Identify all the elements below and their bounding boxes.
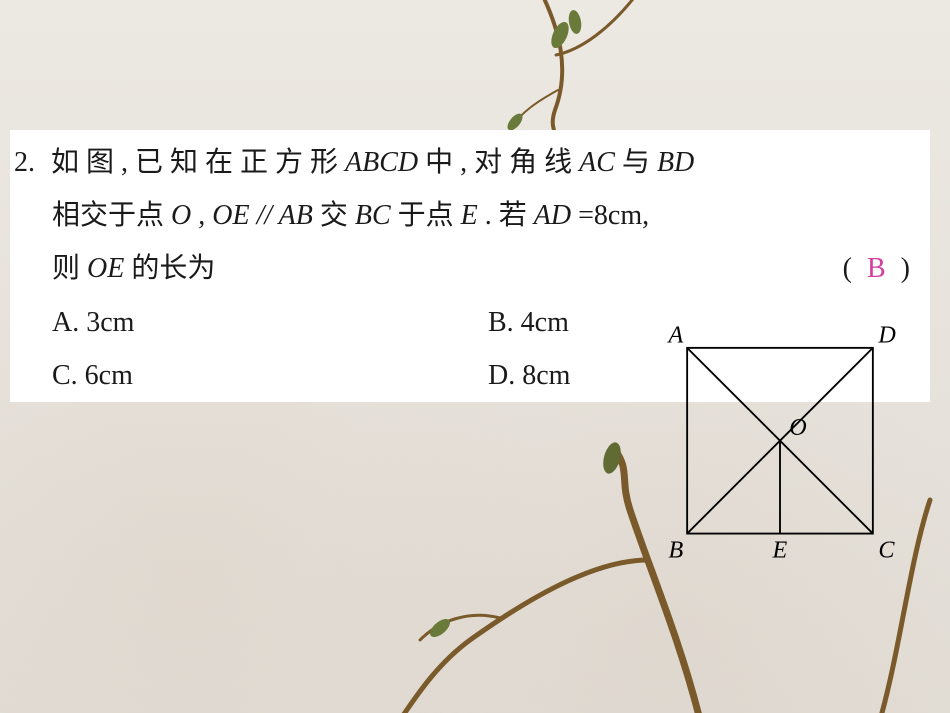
option-a: A. 3cm: [52, 296, 488, 349]
svg-text:O: O: [789, 414, 806, 441]
svg-text:C: C: [878, 537, 895, 564]
svg-text:A: A: [667, 321, 684, 348]
svg-text:E: E: [772, 537, 788, 564]
question-line-1: 2. 如 图 , 已 知 在 正 方 形 ABCD 中 , 对 角 线 AC 与…: [14, 136, 924, 189]
question-line-3: 则 OE 的长为 ( B ): [14, 242, 924, 295]
answer-value: B: [867, 253, 890, 284]
svg-text:D: D: [877, 321, 896, 348]
svg-text:B: B: [669, 537, 684, 564]
geometry-figure: A D B C O E: [640, 320, 920, 580]
answer-slot: ( B ): [843, 242, 924, 295]
question-line-2: 相交于点 O , OE // AB 交 BC 于点 E . 若 AD =8cm,: [14, 189, 924, 242]
option-c: C. 6cm: [52, 349, 488, 402]
question-number: 2.: [14, 136, 44, 189]
